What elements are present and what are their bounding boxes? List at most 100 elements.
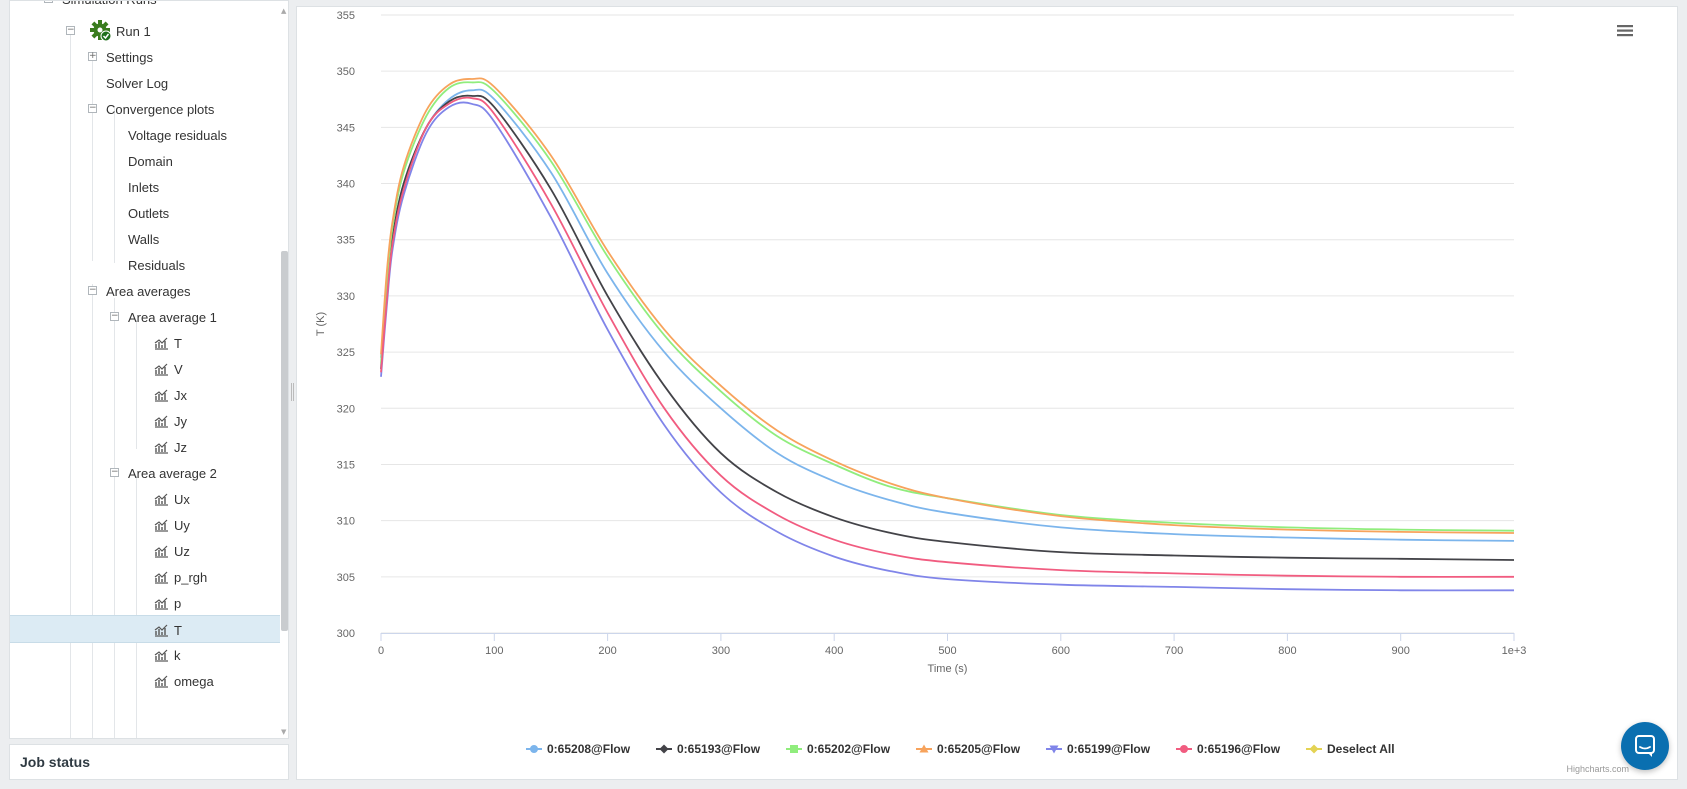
collapse-icon[interactable]: − xyxy=(110,467,119,477)
tree-item-label: p_rgh xyxy=(174,570,208,585)
series-line[interactable] xyxy=(380,101,1515,592)
tree-item-label: Walls xyxy=(128,232,160,247)
tree-item-area-average-1[interactable]: − Area average 1 xyxy=(10,303,280,331)
legend-item[interactable]: Deselect All xyxy=(1306,742,1395,756)
collapse-icon[interactable]: − xyxy=(110,311,119,321)
chat-icon xyxy=(1635,735,1655,757)
x-tick-label: 800 xyxy=(1278,645,1296,657)
tree-item-inlets[interactable]: Inlets xyxy=(10,173,280,201)
tree-item-residuals[interactable]: Residuals xyxy=(10,251,280,279)
tree-item-label: Jy xyxy=(174,414,187,429)
tree-item-jx[interactable]: Jx xyxy=(10,381,280,409)
sidebar-scrollbar[interactable]: ▲ ▼ xyxy=(280,1,288,738)
legend-marker xyxy=(530,745,538,753)
legend-label: 0:65202@Flow xyxy=(807,742,891,756)
legend-marker xyxy=(1309,744,1319,754)
tree-item-convergence-plots[interactable]: − Convergence plots xyxy=(10,95,280,123)
legend-item[interactable]: 0:65202@Flow xyxy=(786,742,891,756)
y-axis-title: T (K) xyxy=(315,312,327,336)
tree-item-label: Area average 2 xyxy=(128,466,217,481)
tree-guide-line xyxy=(136,320,137,449)
tree-item-label: Convergence plots xyxy=(106,102,215,117)
menu-icon[interactable] xyxy=(1617,25,1633,28)
y-tick-label: 300 xyxy=(337,628,355,640)
scroll-up-icon[interactable]: ▲ xyxy=(281,7,287,15)
legend-marker xyxy=(790,745,798,753)
series-line[interactable] xyxy=(380,77,1515,534)
series-line[interactable] xyxy=(380,81,1515,532)
tree-guide-line xyxy=(92,56,93,261)
y-tick-label: 310 xyxy=(337,516,355,528)
legend-item[interactable]: 0:65196@Flow xyxy=(1176,742,1281,756)
tree-guide-line xyxy=(136,476,137,738)
y-tick-label: 335 xyxy=(337,235,355,247)
legend-item[interactable]: 0:65199@Flow xyxy=(1046,742,1151,756)
scrollbar-thumb[interactable] xyxy=(281,251,288,631)
series-line[interactable] xyxy=(380,88,1515,542)
tree-item-run-1[interactable]: − Run 1 xyxy=(10,17,280,45)
legend-item[interactable]: 0:65205@Flow xyxy=(916,742,1021,756)
tree-item-settings[interactable]: + Settings xyxy=(10,43,280,71)
y-tick-label: 330 xyxy=(337,291,355,303)
line-chart-icon xyxy=(154,597,168,610)
legend-marker xyxy=(1180,745,1188,753)
expand-icon[interactable]: + xyxy=(88,51,97,61)
tree-item-area-averages[interactable]: − Area averages xyxy=(10,277,280,305)
highcharts-credit[interactable]: Highcharts.com xyxy=(1566,764,1629,774)
legend-item[interactable]: 0:65193@Flow xyxy=(656,742,761,756)
tree-item-label: Outlets xyxy=(128,206,170,221)
series-line[interactable] xyxy=(380,94,1515,561)
panel-splitter-handle[interactable] xyxy=(291,383,294,401)
line-chart-icon xyxy=(154,441,168,454)
tree-item-t[interactable]: T xyxy=(10,329,280,357)
chart-legend: 0:65208@Flow 0:65193@Flow 0:65202@Flow 0:65… xyxy=(526,742,1395,756)
tree-item-p[interactable]: p xyxy=(10,589,280,617)
tree-item-label: Run 1 xyxy=(116,24,151,39)
chart-axes: 300 305 310 315 320 325 330 335 340 345 350 355 0 100… xyxy=(315,10,1526,675)
tree-item-v[interactable]: V xyxy=(10,355,280,383)
legend-item[interactable]: 0:65208@Flow xyxy=(526,742,631,756)
tree-item-k[interactable]: k xyxy=(10,641,280,669)
tree-item-simulation-runs[interactable]: −Simulation Runs xyxy=(10,1,280,13)
x-tick-label: 700 xyxy=(1165,645,1183,657)
tree-item-domain[interactable]: Domain xyxy=(10,147,280,175)
tree-item-area-average-2[interactable]: − Area average 2 xyxy=(10,459,280,487)
x-tick-label: 500 xyxy=(938,645,956,657)
collapse-icon[interactable]: − xyxy=(66,25,75,35)
tree-item-jy[interactable]: Jy xyxy=(10,407,280,435)
tree-item-jz[interactable]: Jz xyxy=(10,433,280,461)
tree-item-omega[interactable]: omega xyxy=(10,667,280,695)
collapse-icon[interactable]: − xyxy=(88,103,97,113)
line-chart-icon xyxy=(154,624,168,637)
tree-item-t[interactable]: T xyxy=(10,615,280,643)
legend-marker xyxy=(659,744,669,754)
line-chart-icon xyxy=(154,519,168,532)
y-tick-label: 355 xyxy=(337,10,355,22)
tree-guide-line xyxy=(114,298,115,738)
tree-item-uy[interactable]: Uy xyxy=(10,511,280,539)
legend-label: 0:65208@Flow xyxy=(547,742,631,756)
tree-guide-line xyxy=(114,108,115,263)
tree-item-walls[interactable]: Walls xyxy=(10,225,280,253)
job-status-panel[interactable]: Job status xyxy=(9,744,289,780)
tree-item-solver-log[interactable]: Solver Log xyxy=(10,69,280,97)
chat-launcher-button[interactable] xyxy=(1621,722,1669,770)
tree-item-label: T xyxy=(174,623,182,638)
tree-guide-line xyxy=(92,284,93,738)
scroll-down-icon[interactable]: ▼ xyxy=(281,728,287,736)
x-tick-label: 600 xyxy=(1052,645,1070,657)
x-tick-label: 0 xyxy=(378,645,384,657)
tree-item-voltage-residuals[interactable]: Voltage residuals xyxy=(10,121,280,149)
tree-item-p-rgh[interactable]: p_rgh xyxy=(10,563,280,591)
line-chart-icon xyxy=(154,649,168,662)
tree-guide-line xyxy=(70,29,71,738)
tree-item-uz[interactable]: Uz xyxy=(10,537,280,565)
x-tick-label: 100 xyxy=(485,645,503,657)
series-line[interactable] xyxy=(380,96,1515,578)
tree-item-ux[interactable]: Ux xyxy=(10,485,280,513)
line-chart-icon xyxy=(154,545,168,558)
context-menu-button[interactable] xyxy=(1614,20,1636,40)
chart-series xyxy=(380,77,1515,592)
collapse-icon[interactable]: − xyxy=(88,285,97,295)
tree-item-outlets[interactable]: Outlets xyxy=(10,199,280,227)
